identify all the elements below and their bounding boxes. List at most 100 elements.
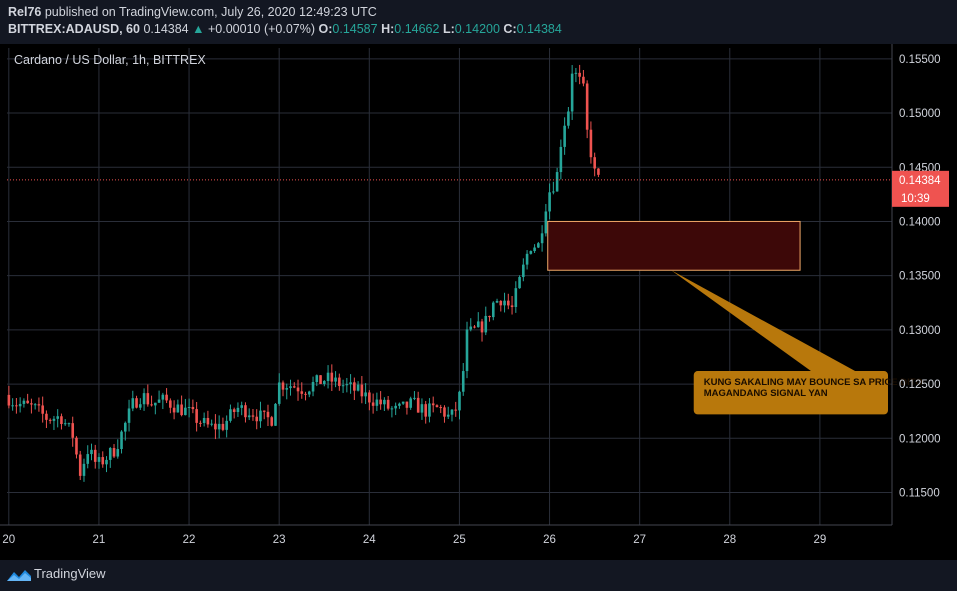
candle-body bbox=[229, 409, 232, 421]
candle-body bbox=[353, 382, 356, 391]
support-zone bbox=[547, 220, 801, 271]
candle-body bbox=[52, 418, 56, 421]
candle-body bbox=[326, 372, 330, 381]
candle-body bbox=[311, 382, 315, 392]
candle-body bbox=[202, 417, 206, 424]
candle-body bbox=[277, 382, 281, 404]
published-text: published on TradingView.com, July 26, 2… bbox=[44, 5, 377, 19]
candle-body bbox=[154, 402, 157, 406]
candle-body bbox=[41, 405, 44, 414]
callout-text: KUNG SAKALING MAY BOUNCE SA PRICE DITO bbox=[704, 377, 923, 388]
candle-body bbox=[161, 394, 165, 400]
candle-body bbox=[368, 392, 371, 403]
candle-body bbox=[266, 411, 270, 418]
candles bbox=[7, 64, 600, 482]
candle-body bbox=[78, 454, 82, 476]
candle-body bbox=[120, 431, 123, 450]
candle-body bbox=[33, 404, 37, 406]
date-tick-label: 26 bbox=[543, 534, 556, 546]
symbol-label[interactable]: BITTREX:ADAUSD, 60 bbox=[8, 22, 140, 36]
candle-body bbox=[567, 111, 570, 126]
candle-body bbox=[127, 408, 131, 423]
date-tick-label: 20 bbox=[2, 534, 15, 546]
last-price-badge bbox=[892, 170, 949, 207]
candle-body bbox=[559, 146, 563, 173]
candle-body bbox=[285, 388, 289, 390]
candle-body bbox=[214, 423, 217, 430]
candle-body bbox=[56, 416, 59, 419]
candle-body bbox=[428, 403, 431, 417]
candle-body bbox=[330, 372, 334, 382]
candle-body bbox=[71, 423, 75, 438]
annotations: KUNG SAKALING MAY BOUNCE SA PRICE DITOMA… bbox=[547, 220, 923, 415]
candle-body bbox=[510, 305, 514, 308]
candle-body bbox=[375, 399, 379, 406]
date-tick-label: 23 bbox=[273, 534, 286, 546]
candle-body bbox=[150, 404, 153, 406]
candle-body bbox=[522, 264, 525, 278]
candle-body bbox=[15, 405, 18, 407]
tradingview-brand[interactable]: TradingView bbox=[34, 566, 106, 581]
candle-body bbox=[349, 382, 352, 385]
candle-body bbox=[60, 416, 63, 425]
price-tick-label: 0.13000 bbox=[899, 325, 941, 337]
candle-body bbox=[304, 393, 307, 395]
candle-body bbox=[30, 403, 33, 405]
candle-body bbox=[48, 419, 52, 421]
candle-body bbox=[281, 382, 285, 390]
candle-body bbox=[247, 415, 251, 418]
candle-body bbox=[97, 457, 101, 462]
candle-body bbox=[424, 404, 427, 417]
candle-body bbox=[270, 417, 274, 426]
candle-body bbox=[582, 76, 585, 84]
candle-body bbox=[217, 423, 221, 430]
candle-body bbox=[495, 300, 499, 303]
candle-body bbox=[533, 247, 536, 252]
candle-body bbox=[338, 377, 341, 386]
last-price: 0.14384 bbox=[143, 22, 189, 36]
price-tick-label: 0.13500 bbox=[899, 271, 941, 283]
date-tick-label: 27 bbox=[633, 534, 646, 546]
candle-body bbox=[221, 423, 225, 430]
candle-body bbox=[544, 211, 548, 234]
chart-title: Cardano / US Dollar, 1h, BITTREX bbox=[14, 53, 206, 67]
candle-body bbox=[105, 459, 108, 465]
candle-body bbox=[206, 417, 210, 425]
candle-body bbox=[398, 403, 401, 406]
low-value: 0.14200 bbox=[454, 22, 500, 36]
candle-body bbox=[176, 404, 180, 413]
candle-body bbox=[413, 397, 416, 399]
candle-body bbox=[236, 407, 240, 413]
candle-body bbox=[157, 399, 161, 403]
candle-body bbox=[454, 409, 458, 411]
open-label: O: bbox=[318, 22, 333, 36]
candle-body bbox=[458, 391, 461, 411]
candle-body bbox=[435, 405, 439, 408]
publisher-name[interactable]: Rel76 bbox=[8, 5, 42, 19]
candle-body bbox=[446, 414, 450, 417]
candle-body bbox=[525, 253, 529, 265]
candle-body bbox=[244, 405, 247, 418]
candle-body bbox=[210, 423, 213, 425]
callout-box bbox=[693, 371, 888, 415]
candle-body bbox=[439, 407, 443, 409]
callout-pointer bbox=[671, 270, 859, 374]
tradingview-logo-icon[interactable] bbox=[6, 567, 32, 583]
candle-body bbox=[491, 302, 495, 318]
candle-body bbox=[341, 385, 345, 387]
candle-body bbox=[199, 422, 202, 424]
candle-body bbox=[473, 326, 476, 328]
candle-body bbox=[431, 403, 435, 406]
candle-body bbox=[45, 413, 48, 420]
candle-body bbox=[169, 400, 172, 408]
candle-body bbox=[195, 409, 198, 423]
candle-body bbox=[488, 315, 491, 318]
candle-body bbox=[259, 410, 262, 422]
candle-body bbox=[184, 407, 187, 416]
price-tick-label: 0.15000 bbox=[899, 108, 941, 120]
price-chart[interactable]: Cardano / US Dollar, 1h, BITTREX KUNG SA… bbox=[0, 44, 957, 560]
candle-body bbox=[139, 404, 142, 408]
open-value: 0.14587 bbox=[332, 22, 378, 36]
candle-body bbox=[315, 375, 319, 383]
candle-body bbox=[37, 404, 41, 406]
